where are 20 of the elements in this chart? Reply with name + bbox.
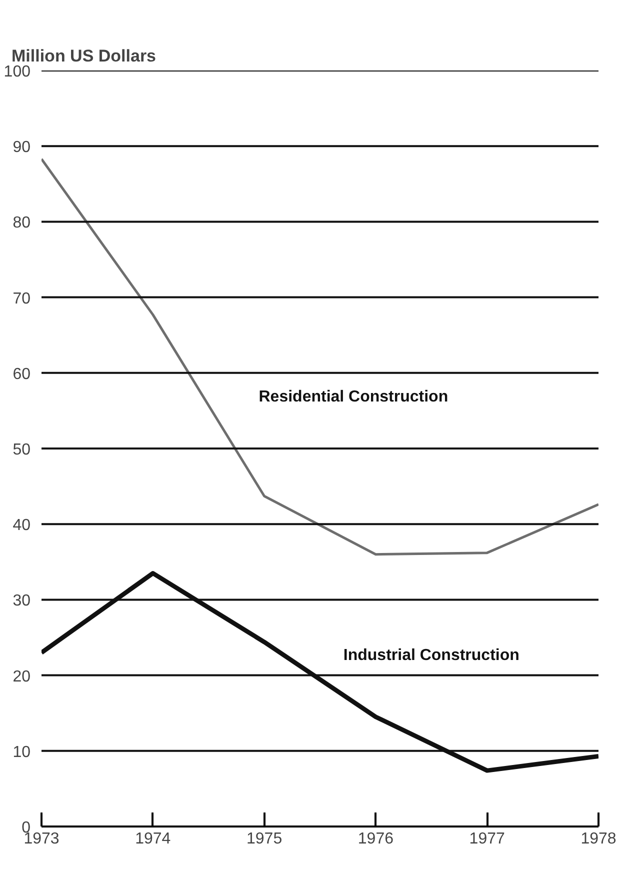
x-tick-label: 1976: [358, 830, 394, 848]
y-tick-label: 90: [12, 139, 31, 156]
x-tick-label: 1977: [469, 830, 505, 848]
y-tick-label: 100: [4, 64, 31, 80]
y-tick-label: 40: [12, 517, 31, 534]
y-tick-label: 50: [12, 442, 31, 458]
y-tick-label: 80: [12, 214, 31, 232]
y-tick-label: 60: [12, 366, 31, 383]
x-tick-label: 1975: [246, 830, 282, 848]
x-tick-label: 1978: [580, 830, 616, 848]
y-tick-label: 20: [12, 668, 31, 686]
x-tick-label: 1974: [135, 830, 171, 848]
line-series: [42, 570, 598, 773]
y-axis-title: Million US Dollars: [12, 46, 156, 66]
line-series: [42, 158, 598, 556]
y-tick-label: 70: [12, 290, 31, 308]
series-label: Industrial Construction: [343, 646, 520, 664]
y-tick-label: 10: [12, 744, 31, 761]
text: Residential Construction: [258, 388, 448, 406]
y-tick-label: 30: [12, 592, 31, 610]
